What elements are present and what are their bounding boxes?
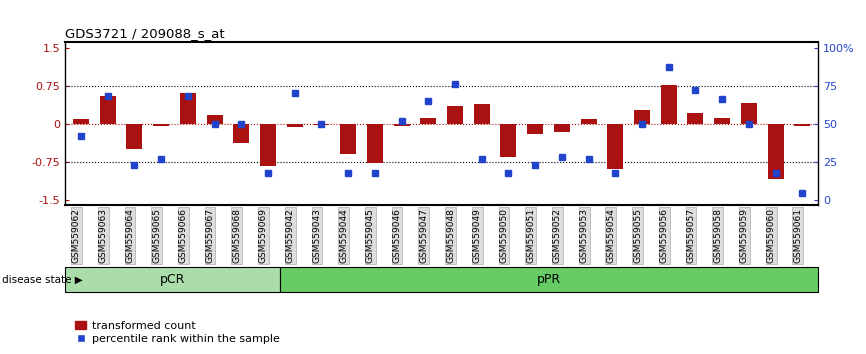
Bar xyxy=(73,119,89,124)
Text: GSM559059: GSM559059 xyxy=(740,208,749,263)
Text: GSM559044: GSM559044 xyxy=(339,208,348,263)
Bar xyxy=(767,124,784,179)
Text: pCR: pCR xyxy=(160,273,185,286)
Text: GSM559060: GSM559060 xyxy=(766,208,776,263)
Text: GSM559054: GSM559054 xyxy=(606,208,616,263)
Bar xyxy=(233,124,249,143)
Text: GSM559058: GSM559058 xyxy=(714,208,722,263)
Text: GSM559067: GSM559067 xyxy=(205,208,215,263)
Text: GSM559055: GSM559055 xyxy=(633,208,642,263)
Text: GSM559056: GSM559056 xyxy=(660,208,669,263)
Text: GSM559063: GSM559063 xyxy=(99,208,107,263)
Bar xyxy=(260,124,276,166)
Bar xyxy=(313,124,329,125)
Text: GSM559042: GSM559042 xyxy=(286,208,294,263)
Text: GSM559069: GSM559069 xyxy=(259,208,268,263)
Bar xyxy=(180,93,196,124)
Bar xyxy=(714,118,730,124)
Text: GSM559057: GSM559057 xyxy=(687,208,695,263)
Text: GSM559061: GSM559061 xyxy=(793,208,802,263)
Text: GSM559043: GSM559043 xyxy=(313,208,321,263)
Bar xyxy=(126,124,142,149)
Text: GSM559052: GSM559052 xyxy=(553,208,562,263)
Bar xyxy=(527,124,543,134)
Text: GDS3721 / 209088_s_at: GDS3721 / 209088_s_at xyxy=(65,27,224,40)
Bar xyxy=(393,124,410,126)
Text: GSM559046: GSM559046 xyxy=(392,208,402,263)
Bar xyxy=(661,85,676,124)
Bar xyxy=(794,124,811,126)
Text: GSM559047: GSM559047 xyxy=(419,208,429,263)
Bar xyxy=(580,119,597,124)
Text: pPR: pPR xyxy=(537,273,561,286)
Bar xyxy=(100,96,116,124)
Bar xyxy=(367,124,383,163)
Text: GSM559050: GSM559050 xyxy=(500,208,508,263)
Bar xyxy=(287,124,303,127)
Bar xyxy=(688,113,703,124)
Bar xyxy=(340,124,356,154)
Legend: transformed count, percentile rank within the sample: transformed count, percentile rank withi… xyxy=(70,316,284,348)
Text: GSM559068: GSM559068 xyxy=(232,208,242,263)
Bar xyxy=(420,118,436,124)
Text: GSM559049: GSM559049 xyxy=(473,208,481,263)
Text: GSM559065: GSM559065 xyxy=(152,208,161,263)
Bar xyxy=(634,110,650,124)
Text: disease state ▶: disease state ▶ xyxy=(2,274,82,284)
Text: GSM559064: GSM559064 xyxy=(126,208,134,263)
Bar xyxy=(501,124,516,157)
Bar xyxy=(474,104,490,124)
Bar xyxy=(153,124,169,126)
Text: GSM559045: GSM559045 xyxy=(365,208,375,263)
Text: GSM559066: GSM559066 xyxy=(179,208,188,263)
Bar xyxy=(741,103,757,124)
Text: GSM559062: GSM559062 xyxy=(72,208,81,263)
Bar xyxy=(554,124,570,132)
Text: GSM559048: GSM559048 xyxy=(446,208,455,263)
Bar xyxy=(607,124,624,169)
Bar xyxy=(207,115,223,124)
Text: GSM559053: GSM559053 xyxy=(579,208,589,263)
Text: GSM559051: GSM559051 xyxy=(527,208,535,263)
Bar xyxy=(447,106,463,124)
